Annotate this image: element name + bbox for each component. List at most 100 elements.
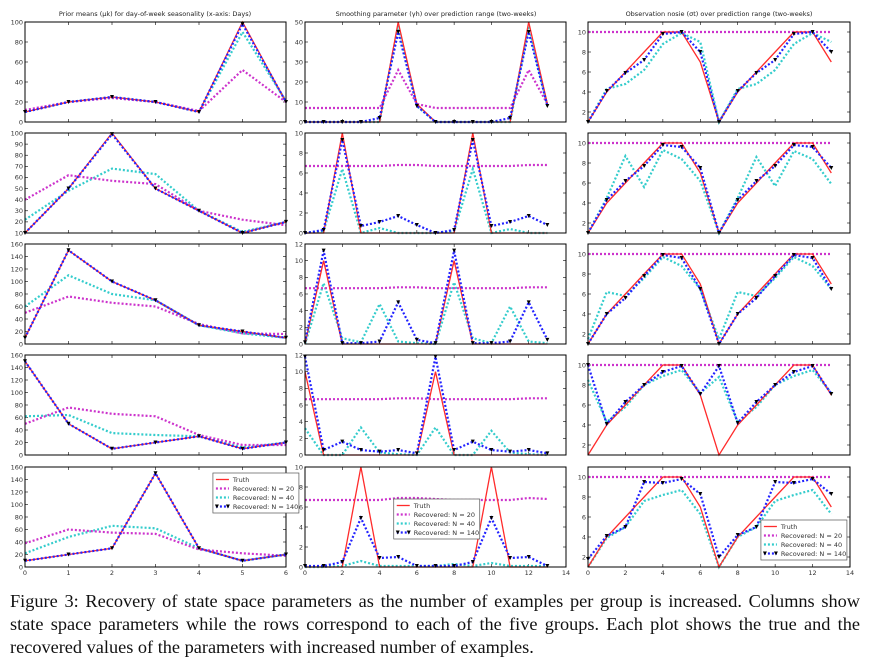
y-tick-label: 30 xyxy=(15,207,23,215)
n140-marker xyxy=(340,341,345,346)
n140-marker xyxy=(679,477,684,481)
n140-marker xyxy=(340,560,345,564)
series-line-n140 xyxy=(304,139,548,235)
n140-marker xyxy=(698,492,703,496)
n140-marker xyxy=(452,448,457,452)
n140-marker xyxy=(508,556,513,560)
column-title-prior-means: Prior means (μk) for day-of-week seasona… xyxy=(59,10,251,18)
axes-frame xyxy=(587,132,851,234)
n140-marker xyxy=(153,186,158,191)
n140-marker xyxy=(240,558,245,563)
axes-frame xyxy=(304,354,567,456)
y-tick-label: 8 xyxy=(299,483,303,491)
n140-marker xyxy=(810,256,815,260)
x-tick-label: 5 xyxy=(240,569,244,577)
n140-marker xyxy=(698,287,703,291)
n140-marker xyxy=(642,383,647,387)
column-title-smoothing: Smoothing parameter (γh) over prediction… xyxy=(336,10,537,18)
n140-marker xyxy=(489,516,494,520)
n140-marker xyxy=(340,439,345,444)
axes-frame xyxy=(304,21,567,123)
n140-marker xyxy=(623,525,628,529)
n140-marker xyxy=(358,341,363,346)
y-tick-label: 70 xyxy=(15,163,23,171)
n140-marker xyxy=(508,220,513,224)
n140-marker xyxy=(810,145,815,149)
y-tick-label: 20 xyxy=(15,218,23,226)
n140-marker xyxy=(642,480,647,484)
subplot-c1-r2: 10 20 30 40 50 60 70 80 90 100 xyxy=(11,129,288,237)
y-tick-label: 4 xyxy=(582,533,586,541)
legend-label: Truth xyxy=(413,502,430,510)
n140-marker xyxy=(604,312,609,316)
y-tick-label: 0 xyxy=(19,451,23,459)
y-tick-label: 140 xyxy=(11,253,23,261)
y-tick-label: 4 xyxy=(299,523,303,531)
x-tick-label: 2 xyxy=(623,569,627,577)
n140-marker xyxy=(321,564,326,568)
y-tick-label: 10 xyxy=(578,361,586,369)
n140-marker xyxy=(735,533,740,537)
y-tick-label: 10 xyxy=(578,250,586,258)
y-tick-label: 10 xyxy=(295,129,303,137)
legend-label: Recovered: N = 20 xyxy=(781,532,842,540)
y-tick-label: 0 xyxy=(299,229,303,237)
y-tick-label: 160 xyxy=(11,351,23,359)
series-line-n40 xyxy=(587,488,833,570)
subplot-c3-r2: 2 4 6 8 10 xyxy=(578,132,851,236)
n140-marker xyxy=(660,253,665,257)
legend-marker xyxy=(762,551,767,556)
x-tick-label: 14 xyxy=(846,569,854,577)
n140-marker xyxy=(754,400,759,404)
n140-marker xyxy=(679,364,684,368)
n140-marker xyxy=(623,296,628,300)
n140-marker xyxy=(377,220,382,224)
n140-marker xyxy=(240,329,245,334)
y-tick-label: 2 xyxy=(582,219,586,227)
y-tick-label: 100 xyxy=(11,18,23,26)
y-tick-label: 2 xyxy=(582,553,586,561)
n140-marker xyxy=(791,481,796,485)
x-tick-label: 2 xyxy=(110,569,114,577)
y-tick-label: 6 xyxy=(299,401,303,409)
x-tick-label: 3 xyxy=(153,569,157,577)
n140-marker xyxy=(604,89,609,93)
legend-label: Truth xyxy=(232,476,249,484)
y-tick-label: 6 xyxy=(299,290,303,298)
y-tick-label: 6 xyxy=(582,290,586,298)
y-tick-label: 2 xyxy=(582,441,586,449)
y-tick-label: 4 xyxy=(299,307,303,315)
y-tick-label: 20 xyxy=(15,439,23,447)
y-tick-label: 12 xyxy=(295,351,303,359)
y-tick-label: 80 xyxy=(15,38,23,46)
n140-marker xyxy=(433,564,438,568)
y-tick-label: 8 xyxy=(299,149,303,157)
y-tick-label: 4 xyxy=(582,310,586,318)
series-line-n140 xyxy=(305,515,548,568)
y-tick-label: 2 xyxy=(299,209,303,217)
y-tick-label: 2 xyxy=(299,435,303,443)
n140-marker xyxy=(153,471,158,476)
series-line-truth xyxy=(24,20,287,113)
legend-marker xyxy=(406,530,411,535)
series-line-truth xyxy=(587,253,832,346)
n140-marker xyxy=(396,448,401,452)
n140-marker xyxy=(197,323,201,328)
series-line-n20 xyxy=(305,163,548,168)
legend-label: Recovered: N = 20 xyxy=(414,511,475,519)
y-tick-label: 2 xyxy=(582,108,586,116)
y-tick-label: 20 xyxy=(295,78,303,86)
legend-marker xyxy=(773,551,778,556)
n140-marker xyxy=(358,448,363,452)
x-tick-label: 1 xyxy=(66,569,70,577)
n140-marker xyxy=(604,422,609,426)
series-line-n40 xyxy=(24,167,287,234)
n140-marker xyxy=(829,50,834,54)
n140-marker xyxy=(240,446,245,451)
y-tick-label: 100 xyxy=(11,129,23,137)
n140-marker xyxy=(470,341,475,346)
n140-marker xyxy=(197,208,201,213)
y-tick-label: 6 xyxy=(582,513,586,521)
n140-marker xyxy=(791,370,796,374)
